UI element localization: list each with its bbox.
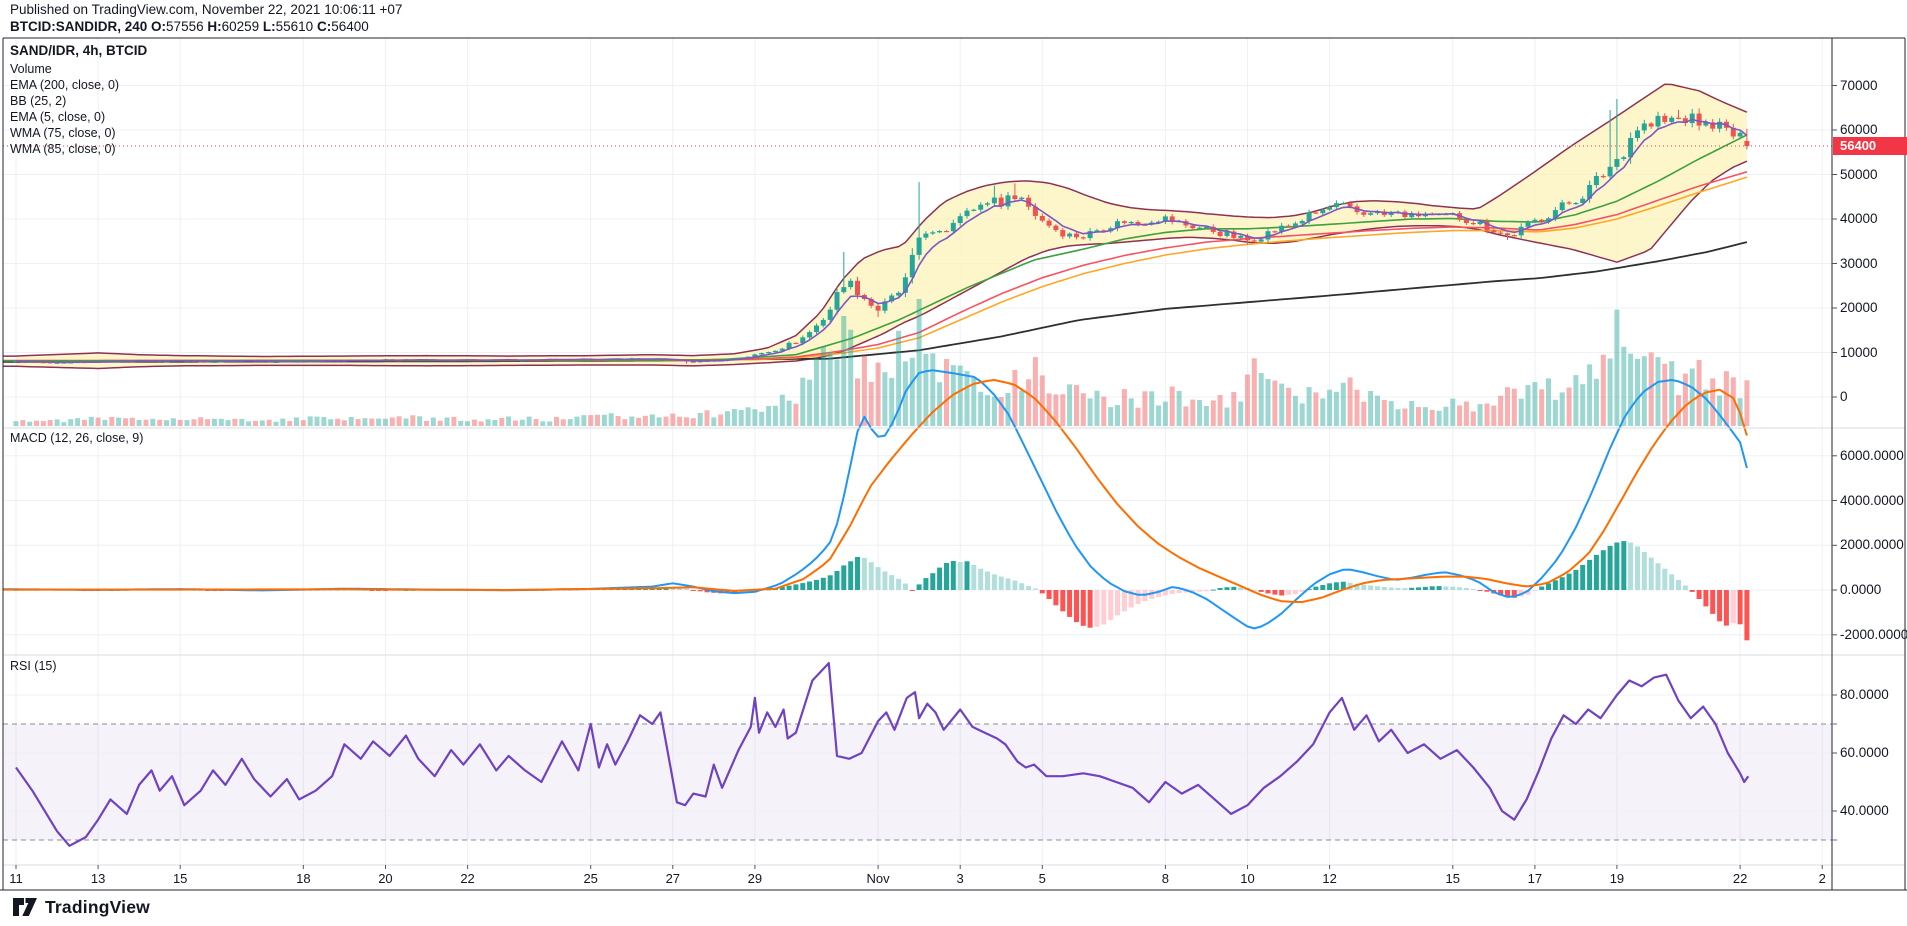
- rsi-panel-label[interactable]: RSI (15): [10, 659, 57, 673]
- time-tick-label: Nov: [866, 871, 890, 886]
- legend-item[interactable]: EMA (200, close, 0): [10, 78, 120, 92]
- tradingview-logo-icon: [13, 898, 37, 916]
- price-tick-label: 30000: [1840, 255, 1878, 271]
- symbol-ohlc-line: BTCID:SANDIDR, 240 O:57556 H:60259 L:556…: [10, 19, 369, 35]
- ohlc-value: 57556: [166, 19, 204, 34]
- time-tick-label: 13: [90, 871, 106, 886]
- time-tick-label: 15: [172, 871, 188, 886]
- time-tick-label: 2: [1818, 871, 1826, 886]
- time-tick-label: 25: [583, 871, 598, 886]
- macd-tick-label: 6000.0000: [1840, 447, 1904, 463]
- legend-item[interactable]: WMA (75, close, 0): [10, 126, 116, 140]
- ohlc-label: O:: [151, 19, 167, 34]
- rsi-tick-label: 80.0000: [1840, 687, 1889, 702]
- indicator-legend: SAND/IDR, 4h, BTCID Volume EMA (200, clos…: [10, 43, 147, 157]
- time-tick-label: 5: [1038, 871, 1046, 886]
- price-tick-label: 50000: [1840, 166, 1878, 182]
- time-tick-label: 3: [956, 871, 964, 886]
- price-tick-label: 10000: [1840, 344, 1878, 360]
- legend-item[interactable]: BB (25, 2): [10, 94, 67, 108]
- time-tick-label: 11: [9, 871, 23, 886]
- ohlc-value: 60259: [221, 19, 260, 34]
- time-tick-label: 8: [1161, 871, 1170, 886]
- time-tick-label: 15: [1445, 871, 1460, 886]
- time-tick-label: 17: [1527, 871, 1543, 886]
- legend-symbol-title[interactable]: SAND/IDR, 4h, BTCID: [10, 43, 148, 58]
- macd-tick-label: 4000.0000: [1840, 492, 1904, 508]
- ohlc-value: 55610: [275, 19, 314, 34]
- ohlc-label: L:: [259, 19, 276, 34]
- tradingview-logo-text: TradingView: [45, 896, 150, 917]
- time-tick-label: 27: [665, 871, 681, 886]
- price-tick-label: 0: [1840, 389, 1848, 404]
- legend-item[interactable]: Volume: [10, 62, 52, 76]
- price-tick-label: 70000: [1840, 77, 1878, 93]
- time-tick-label: 22: [1732, 871, 1748, 886]
- macd-tick-label: 2000.0000: [1840, 537, 1904, 553]
- price-tick-label: 20000: [1840, 300, 1878, 315]
- time-tick-label: 12: [1322, 871, 1337, 886]
- rsi-tick-label: 40.0000: [1840, 803, 1889, 818]
- ohlc-values: O:57556 H:60259 L:55610 C:56400: [151, 19, 369, 34]
- macd-panel-label[interactable]: MACD (12, 26, close, 9): [10, 431, 144, 445]
- macd-tick-label: -2000.0000: [1840, 626, 1907, 642]
- legend-items: Volume EMA (200, close, 0) BB (25, 2) EMA (…: [10, 61, 147, 157]
- legend-item[interactable]: EMA (5, close, 0): [10, 110, 106, 124]
- ohlc-value: 56400: [331, 19, 369, 34]
- ohlc-label: H:: [203, 19, 222, 34]
- rsi-tick-label: 60.0000: [1840, 745, 1889, 760]
- last-price-badge: 56400: [1833, 137, 1907, 156]
- time-tick-label: 20: [378, 871, 393, 886]
- macd-tick-label: 0.0000: [1840, 582, 1882, 597]
- time-tick-label: 29: [747, 871, 763, 886]
- time-tick-label: 19: [1609, 871, 1625, 886]
- time-tick-label: 10: [1240, 871, 1255, 886]
- price-tick-label: 40000: [1840, 211, 1878, 226]
- published-note: Published on TradingView.com, November 2…: [10, 2, 403, 17]
- time-tick-label: 18: [296, 871, 311, 886]
- symbol-resolution: BTCID:SANDIDR, 240: [10, 19, 148, 34]
- tradingview-logo[interactable]: TradingView: [12, 895, 150, 919]
- ohlc-label: C:: [313, 19, 332, 34]
- price-tick-label: 60000: [1840, 122, 1878, 137]
- legend-item[interactable]: WMA (85, close, 0): [10, 142, 116, 156]
- time-tick-label: 22: [460, 871, 475, 886]
